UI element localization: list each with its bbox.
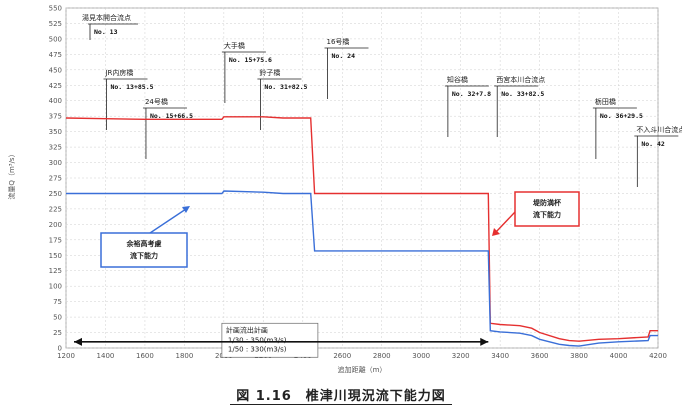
chart-extras: 計画流出計画 1/30 : 350(m3/s)1/50 : 330(m3/s) 堤防… [74,191,580,358]
callout-margin-box [100,232,188,268]
y-tick-label: 525 [49,20,62,28]
annotation-name: 16号橋 [327,37,350,46]
x-tick-label: 3200 [452,352,470,360]
y-tick-label: 350 [49,128,62,136]
legend-line: 1/50 : 330(m3/s) [228,345,287,353]
x-axis-label: 追加距離（m） [338,365,387,374]
y-tick-label: 150 [49,252,62,260]
legend-title: 計画流出計画 [226,325,268,334]
annotation-station: No. 42 [641,140,665,148]
x-tick-label: 4200 [649,352,667,360]
legend-box [221,322,319,358]
callout-levee-text: 堤防満杯 [533,198,562,207]
callout-levee-arrowhead [492,228,500,236]
y-tick-label: 25 [53,329,62,337]
series-line-levee [65,116,658,342]
annotation-station: No. 13+85.5 [110,83,153,91]
annotation-name: 湯見本開合流点 [82,13,131,22]
x-tick-label: 4000 [610,352,628,360]
y-tick-label: 450 [49,66,62,74]
y-tick-label: 200 [49,221,62,229]
y-tick-label: 475 [49,51,62,59]
y-tick-label: 75 [53,298,62,306]
callout-levee-text: 流下能力 [533,210,561,219]
y-tick-label: 225 [49,205,62,213]
annotation-name: 不入斗川合流点 [636,125,682,134]
annotation-station: No. 32+7.8 [452,90,491,98]
annotation-station: No. 13 [94,28,118,36]
annotation-name: 知谷橋 [447,75,468,84]
callout-margin-text: 流下能力 [130,251,158,260]
y-tick-label: 500 [49,35,62,43]
annotation-name: 大手橋 [224,41,245,50]
annotation-station: No. 31+82.5 [264,83,307,91]
x-tick-label: 2600 [333,352,351,360]
x-tick-label: 2800 [373,352,391,360]
y-tick-label: 125 [49,267,62,275]
annotation-station: No. 24 [332,52,356,60]
range-arrow-head-right [480,337,489,346]
annotation-station: No. 15+66.5 [150,112,193,120]
y-tick-label: 400 [49,97,62,105]
x-tick-label: 3800 [570,352,588,360]
x-tick-label: 3600 [531,352,549,360]
y-tick-label: 275 [49,175,62,183]
annotation-name: JR内房橋 [104,68,133,77]
y-tick-label: 300 [49,159,62,167]
y-tick-label: 50 [53,314,62,322]
callout-margin-text: 余裕高考慮 [126,239,162,248]
callout-levee-pointer [495,211,516,233]
annotation-name: 栃田橋 [595,97,616,106]
y-axis-label: 流量Q（m³/s） [7,150,16,199]
series-line-margin [66,190,658,347]
annotation-name: 鈴子橋 [259,68,280,77]
callout-margin-arrowhead [182,206,190,213]
station-annotations: 湯見本開合流点 No. 13 JR内房橋 No. 13+85.5 24号橋 No. 15+… [82,13,682,187]
annotation-station: No. 15+75.6 [229,56,272,64]
y-tick-label: 375 [49,113,62,121]
annotation-station: No. 33+82.5 [501,90,544,98]
series-lines [65,116,658,347]
y-tick-label: 425 [49,82,62,90]
annotation-station: No. 36+29.5 [600,112,643,120]
range-arrow-head-left [74,337,82,346]
y-tick-label: 100 [49,283,62,291]
callout-margin-pointer [149,208,187,234]
y-tick-label: 0 [58,345,62,353]
y-tick-label: 550 [49,5,62,13]
figure-caption: 図 1.16 椎津川現況流下能力図 [0,385,682,405]
x-tick-label: 3400 [491,352,509,360]
x-tick-label: 1400 [97,352,115,360]
callout-levee-box [514,191,580,227]
x-tick-label: 1200 [57,352,75,360]
legend-line: 1/30 : 350(m3/s) [228,336,287,344]
x-axis-ticks: 1200140016001800200022002400260028003000… [57,352,667,360]
y-tick-label: 250 [49,190,62,198]
y-tick-label: 175 [49,236,62,244]
y-tick-label: 325 [49,144,62,152]
annotation-name: 24号橋 [145,97,168,106]
x-tick-label: 1800 [175,352,193,360]
x-tick-label: 3000 [412,352,430,360]
annotation-name: 西宮本川合流点 [496,75,545,84]
x-tick-label: 1600 [136,352,154,360]
y-axis-ticks: 0 25 50 75 100 125 150 175 200 225 250 275 300 325 350… [49,5,62,353]
